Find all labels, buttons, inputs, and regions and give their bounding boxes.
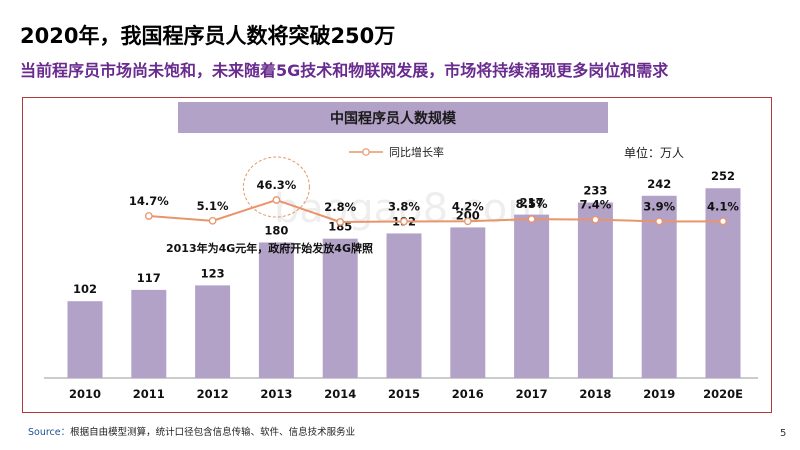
chart-frame: [22, 97, 772, 413]
bar-value-label: 242: [647, 177, 671, 191]
legend-line-marker-icon: [349, 148, 383, 156]
bar-2010: [67, 301, 103, 378]
source-label: Source：: [28, 427, 71, 438]
growth-rate-point: [527, 215, 536, 223]
growth-rate-point: [655, 217, 664, 226]
bar-value-label: 117: [137, 271, 161, 285]
x-tick-label: 2011: [133, 387, 165, 401]
growth-rate-point: [144, 212, 153, 220]
page-subtitle: 当前程序员市场尚未饱和，未来随着5G技术和物联网发展，市场将持续涌现更多岗位和需…: [20, 61, 669, 80]
x-tick-label: 2010: [69, 387, 101, 401]
bar-2016: [450, 227, 486, 378]
growth-rate-point: [591, 215, 600, 224]
growth-rate-point: [719, 217, 727, 226]
bar-2013: [258, 242, 294, 378]
bar-2012: [195, 285, 231, 378]
growth-rate-label: 5.1%: [197, 199, 229, 213]
bar-2014: [322, 238, 358, 378]
bar-2011: [131, 289, 167, 378]
growth-rate-label: 3.8%: [388, 199, 420, 213]
page-number: 5: [780, 428, 787, 439]
watermark-text: baogao8.com: [274, 186, 546, 232]
growth-rate-label: 46.3%: [256, 178, 296, 192]
growth-rate-label: 3.9%: [643, 199, 675, 213]
bar-value-label: 123: [201, 266, 225, 280]
bar-2019: [641, 195, 677, 378]
legend-label: 同比增长率: [389, 146, 444, 159]
page-title: 2020年，我国程序员人数将突破250万: [20, 24, 396, 48]
legend: 同比增长率: [347, 144, 444, 160]
bar-2020E: [705, 188, 741, 378]
bar-value-label: 185: [328, 220, 352, 234]
x-tick-label: 2015: [388, 387, 420, 401]
peak-highlight-ellipse: [242, 156, 310, 218]
x-tick-label: 2020E: [703, 387, 743, 401]
growth-rate-point: [336, 218, 345, 226]
x-tick-label: 2014: [324, 387, 356, 401]
bar-value-label: 200: [456, 208, 480, 222]
growth-rate-label: 4.1%: [707, 199, 739, 213]
growth-rate-point: [463, 217, 472, 226]
growth-rate-point: [400, 217, 408, 226]
bar-2018: [577, 202, 613, 378]
growth-rate-label: 2.8%: [324, 200, 356, 214]
x-tick-label: 2019: [643, 387, 675, 401]
growth-rate-label: 4.2%: [452, 199, 484, 213]
growth-rate-line: [148, 198, 724, 224]
bar-2017: [514, 214, 550, 378]
x-tick-label: 2013: [260, 387, 292, 401]
bar-value-label: 252: [711, 169, 735, 183]
growth-rate-label: 8.5%: [516, 197, 548, 211]
bar-value-label: 233: [583, 184, 607, 198]
unit-label: 单位：万人: [624, 146, 685, 160]
chart-annotation: 2013年为4G元年，政府开始发放4G牌照: [166, 242, 373, 255]
bar-value-label: 180: [264, 223, 288, 237]
source-text: 根据自由模型测算，统计口径包含信息传输、软件、信息技术服务业: [70, 427, 356, 438]
bar-value-label: 217: [520, 196, 544, 210]
growth-rate-label: 14.7%: [129, 194, 169, 208]
growth-rate-label: 7.4%: [579, 198, 611, 212]
bar-2015: [386, 233, 422, 378]
chart-title: 中国程序员人数规模: [178, 102, 608, 133]
growth-rate-point: [208, 216, 217, 225]
bar-value-label: 102: [73, 282, 97, 296]
x-tick-label: 2016: [452, 387, 484, 401]
x-tick-label: 2018: [579, 387, 611, 401]
source-note: Source：根据自由模型测算，统计口径包含信息传输、软件、信息技术服务业: [28, 424, 355, 438]
x-tick-label: 2012: [197, 387, 229, 401]
growth-rate-point: [272, 196, 281, 204]
x-tick-label: 2017: [516, 387, 548, 401]
